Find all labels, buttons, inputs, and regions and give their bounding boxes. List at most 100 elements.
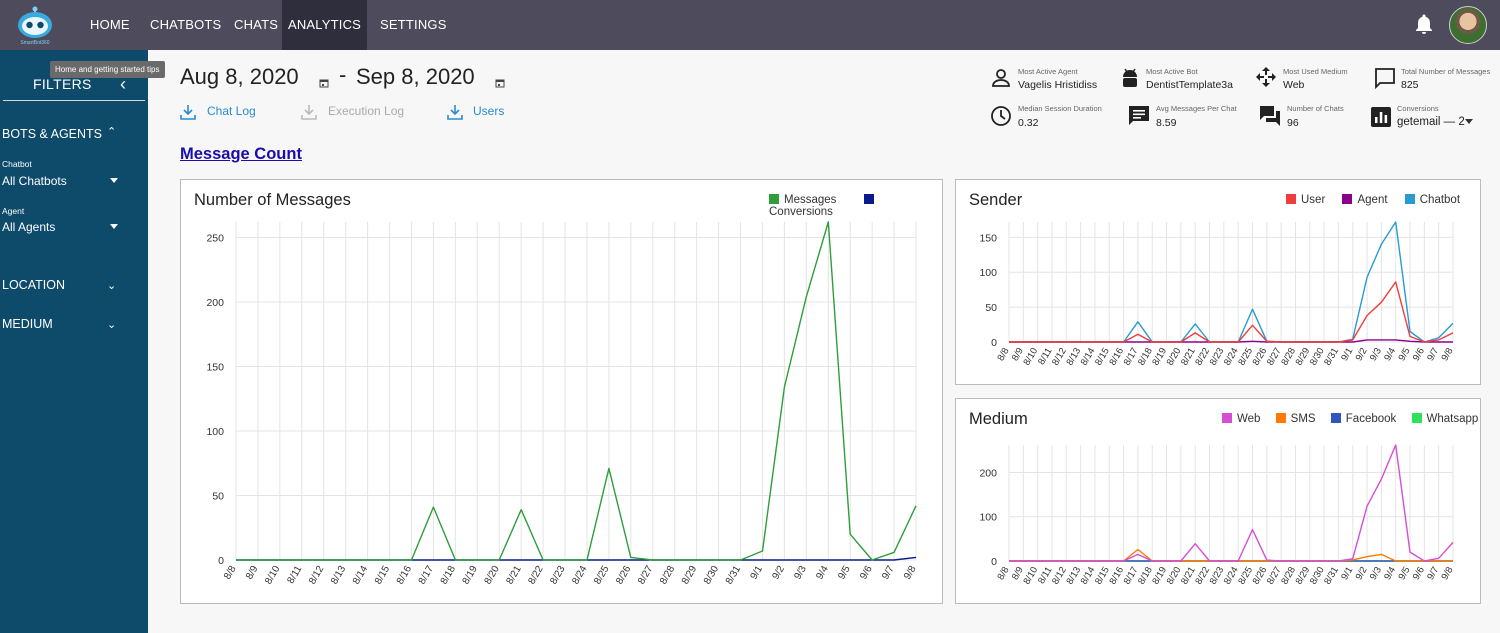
message-count-link[interactable]: Message Count — [180, 145, 302, 163]
legend-item[interactable]: User — [1286, 194, 1325, 206]
most-active-bot-label: Most Active Bot — [1146, 67, 1198, 76]
x-tick-label: 8/10 — [1021, 346, 1040, 368]
end-date[interactable]: Sep 8, 2020 — [356, 64, 475, 89]
calendar-icon[interactable] — [495, 78, 505, 88]
user-avatar[interactable] — [1449, 6, 1487, 44]
x-tick-label: 8/14 — [1079, 346, 1098, 368]
chats-icon — [1260, 106, 1280, 126]
legend-item[interactable]: Web — [1222, 413, 1260, 425]
total-messages-value: 825 — [1401, 79, 1419, 91]
series-line-messages — [236, 221, 917, 561]
medium-line-chart: 01002008/88/98/108/118/128/138/148/158/1… — [979, 444, 1456, 587]
start-date[interactable]: Aug 8, 2020 — [180, 64, 299, 89]
filters-title: FILTERS — [33, 76, 92, 92]
section-medium[interactable]: MEDIUM — [2, 317, 53, 331]
users-download[interactable]: Users — [473, 104, 505, 118]
conversions-select[interactable]: getemail — 2 — [1397, 116, 1465, 128]
x-tick-label: 8/14 — [351, 564, 370, 587]
y-tick-label: 150 — [206, 361, 224, 373]
nav-settings[interactable]: SETTINGS — [380, 17, 447, 32]
nav-home[interactable]: HOME — [90, 17, 130, 32]
legend-item[interactable]: Chatbot — [1404, 194, 1461, 206]
x-tick-label: 8/28 — [1279, 346, 1298, 368]
agent-caret-icon[interactable] — [110, 224, 118, 229]
notification-bell-icon[interactable] — [1412, 12, 1436, 36]
x-tick-label: 8/13 — [1064, 565, 1083, 587]
x-tick-label: 8/20 — [1165, 346, 1184, 368]
legend-item[interactable]: Agent — [1342, 194, 1388, 206]
nav-chats[interactable]: CHATS — [234, 17, 279, 32]
chevron-up-icon[interactable]: ⌃ — [107, 126, 117, 138]
collapse-sidebar-icon[interactable]: ‹ — [120, 74, 126, 94]
clock-icon — [991, 106, 1011, 126]
agent-select[interactable]: All Agents — [2, 220, 56, 234]
x-tick-label: 8/31 — [1322, 565, 1341, 587]
chevron-down-icon[interactable]: ⌄ — [107, 319, 117, 331]
home-tips-tooltip: Home and getting started tips — [50, 61, 165, 78]
legend-item[interactable]: Messages — [769, 194, 836, 206]
y-tick-label: 250 — [206, 232, 224, 244]
most-used-medium-label: Most Used Medium — [1283, 67, 1348, 76]
legend-swatch — [769, 194, 779, 204]
x-tick-label: 8/12 — [1050, 565, 1069, 587]
y-tick-label: 50 — [985, 302, 997, 314]
section-bots-agents[interactable]: BOTS & AGENTS — [2, 127, 103, 141]
series-line-chatbot — [1009, 221, 1454, 343]
top-navbar: SmartBot360 HOME CHATBOTS CHATS ANALYTIC… — [0, 0, 1500, 50]
x-tick-label: 8/19 — [461, 564, 480, 587]
x-tick-label: 8/19 — [1150, 565, 1169, 587]
y-tick-label: 0 — [991, 556, 997, 568]
most-active-bot-value: DentistTemplate3a — [1146, 79, 1233, 91]
x-tick-label: 8/8 — [222, 564, 239, 582]
agent-label: Agent — [2, 206, 25, 216]
download-icon[interactable] — [447, 104, 463, 120]
x-tick-label: 8/13 — [1064, 346, 1083, 368]
x-tick-label: 9/3 — [792, 564, 809, 582]
chatbot-caret-icon[interactable] — [110, 178, 118, 183]
x-tick-label: 8/21 — [1179, 346, 1198, 368]
x-tick-label: 8/15 — [1093, 346, 1112, 368]
x-tick-label: 9/4 — [1382, 565, 1398, 582]
legend-label: Chatbot — [1419, 194, 1461, 206]
download-icon[interactable] — [180, 104, 196, 120]
chat-log-download[interactable]: Chat Log — [207, 104, 256, 118]
chart-legend: User Agent Chatbot — [1286, 194, 1460, 206]
x-tick-label: 8/16 — [1107, 346, 1126, 368]
chatbot-select[interactable]: All Chatbots — [2, 174, 67, 188]
most-active-agent-label: Most Active Agent — [1018, 67, 1078, 76]
x-tick-label: 8/26 — [1251, 565, 1270, 587]
x-tick-label: 8/9 — [244, 564, 261, 582]
legend-item[interactable]: Whatsapp — [1411, 413, 1479, 425]
x-tick-label: 8/27 — [1265, 565, 1284, 587]
median-session-label: Median Session Duration — [1018, 104, 1102, 113]
x-tick-label: 8/31 — [724, 564, 743, 587]
legend-item[interactable]: Conversions — [769, 194, 879, 218]
median-session-value: 0.32 — [1018, 117, 1039, 129]
most-active-agent-value: Vagelis Hristidiss — [1018, 79, 1098, 91]
x-tick-label: 8/26 — [1251, 346, 1270, 368]
smartbot-logo[interactable]: SmartBot360 — [14, 4, 56, 46]
calendar-icon[interactable] — [319, 78, 329, 88]
legend-label: Whatsapp — [1426, 413, 1479, 425]
y-tick-label: 100 — [206, 426, 224, 438]
y-tick-label: 200 — [979, 467, 997, 479]
x-tick-label: 9/5 — [1396, 565, 1412, 582]
conversions-caret-icon[interactable] — [1465, 119, 1473, 124]
x-tick-label: 8/8 — [995, 565, 1011, 582]
nav-analytics[interactable]: ANALYTICS — [282, 0, 367, 50]
x-tick-label: 9/8 — [1439, 346, 1455, 363]
filters-divider — [3, 100, 145, 101]
legend-item[interactable]: SMS — [1275, 413, 1316, 425]
x-tick-label: 9/4 — [814, 564, 831, 582]
chevron-down-icon[interactable]: ⌄ — [107, 280, 117, 292]
legend-swatch — [1275, 413, 1286, 423]
y-tick-label: 0 — [218, 555, 224, 567]
section-location[interactable]: LOCATION — [2, 278, 65, 292]
chart-legend: Web SMS Facebook Whatsapp — [1222, 413, 1478, 425]
legend-item[interactable]: Facebook — [1330, 413, 1396, 425]
nav-chatbots[interactable]: CHATBOTS — [150, 17, 222, 32]
x-tick-label: 9/2 — [1354, 346, 1370, 363]
x-tick-label: 8/24 — [1222, 346, 1241, 368]
x-tick-label: 8/13 — [329, 564, 348, 587]
legend-swatch — [1286, 194, 1296, 204]
